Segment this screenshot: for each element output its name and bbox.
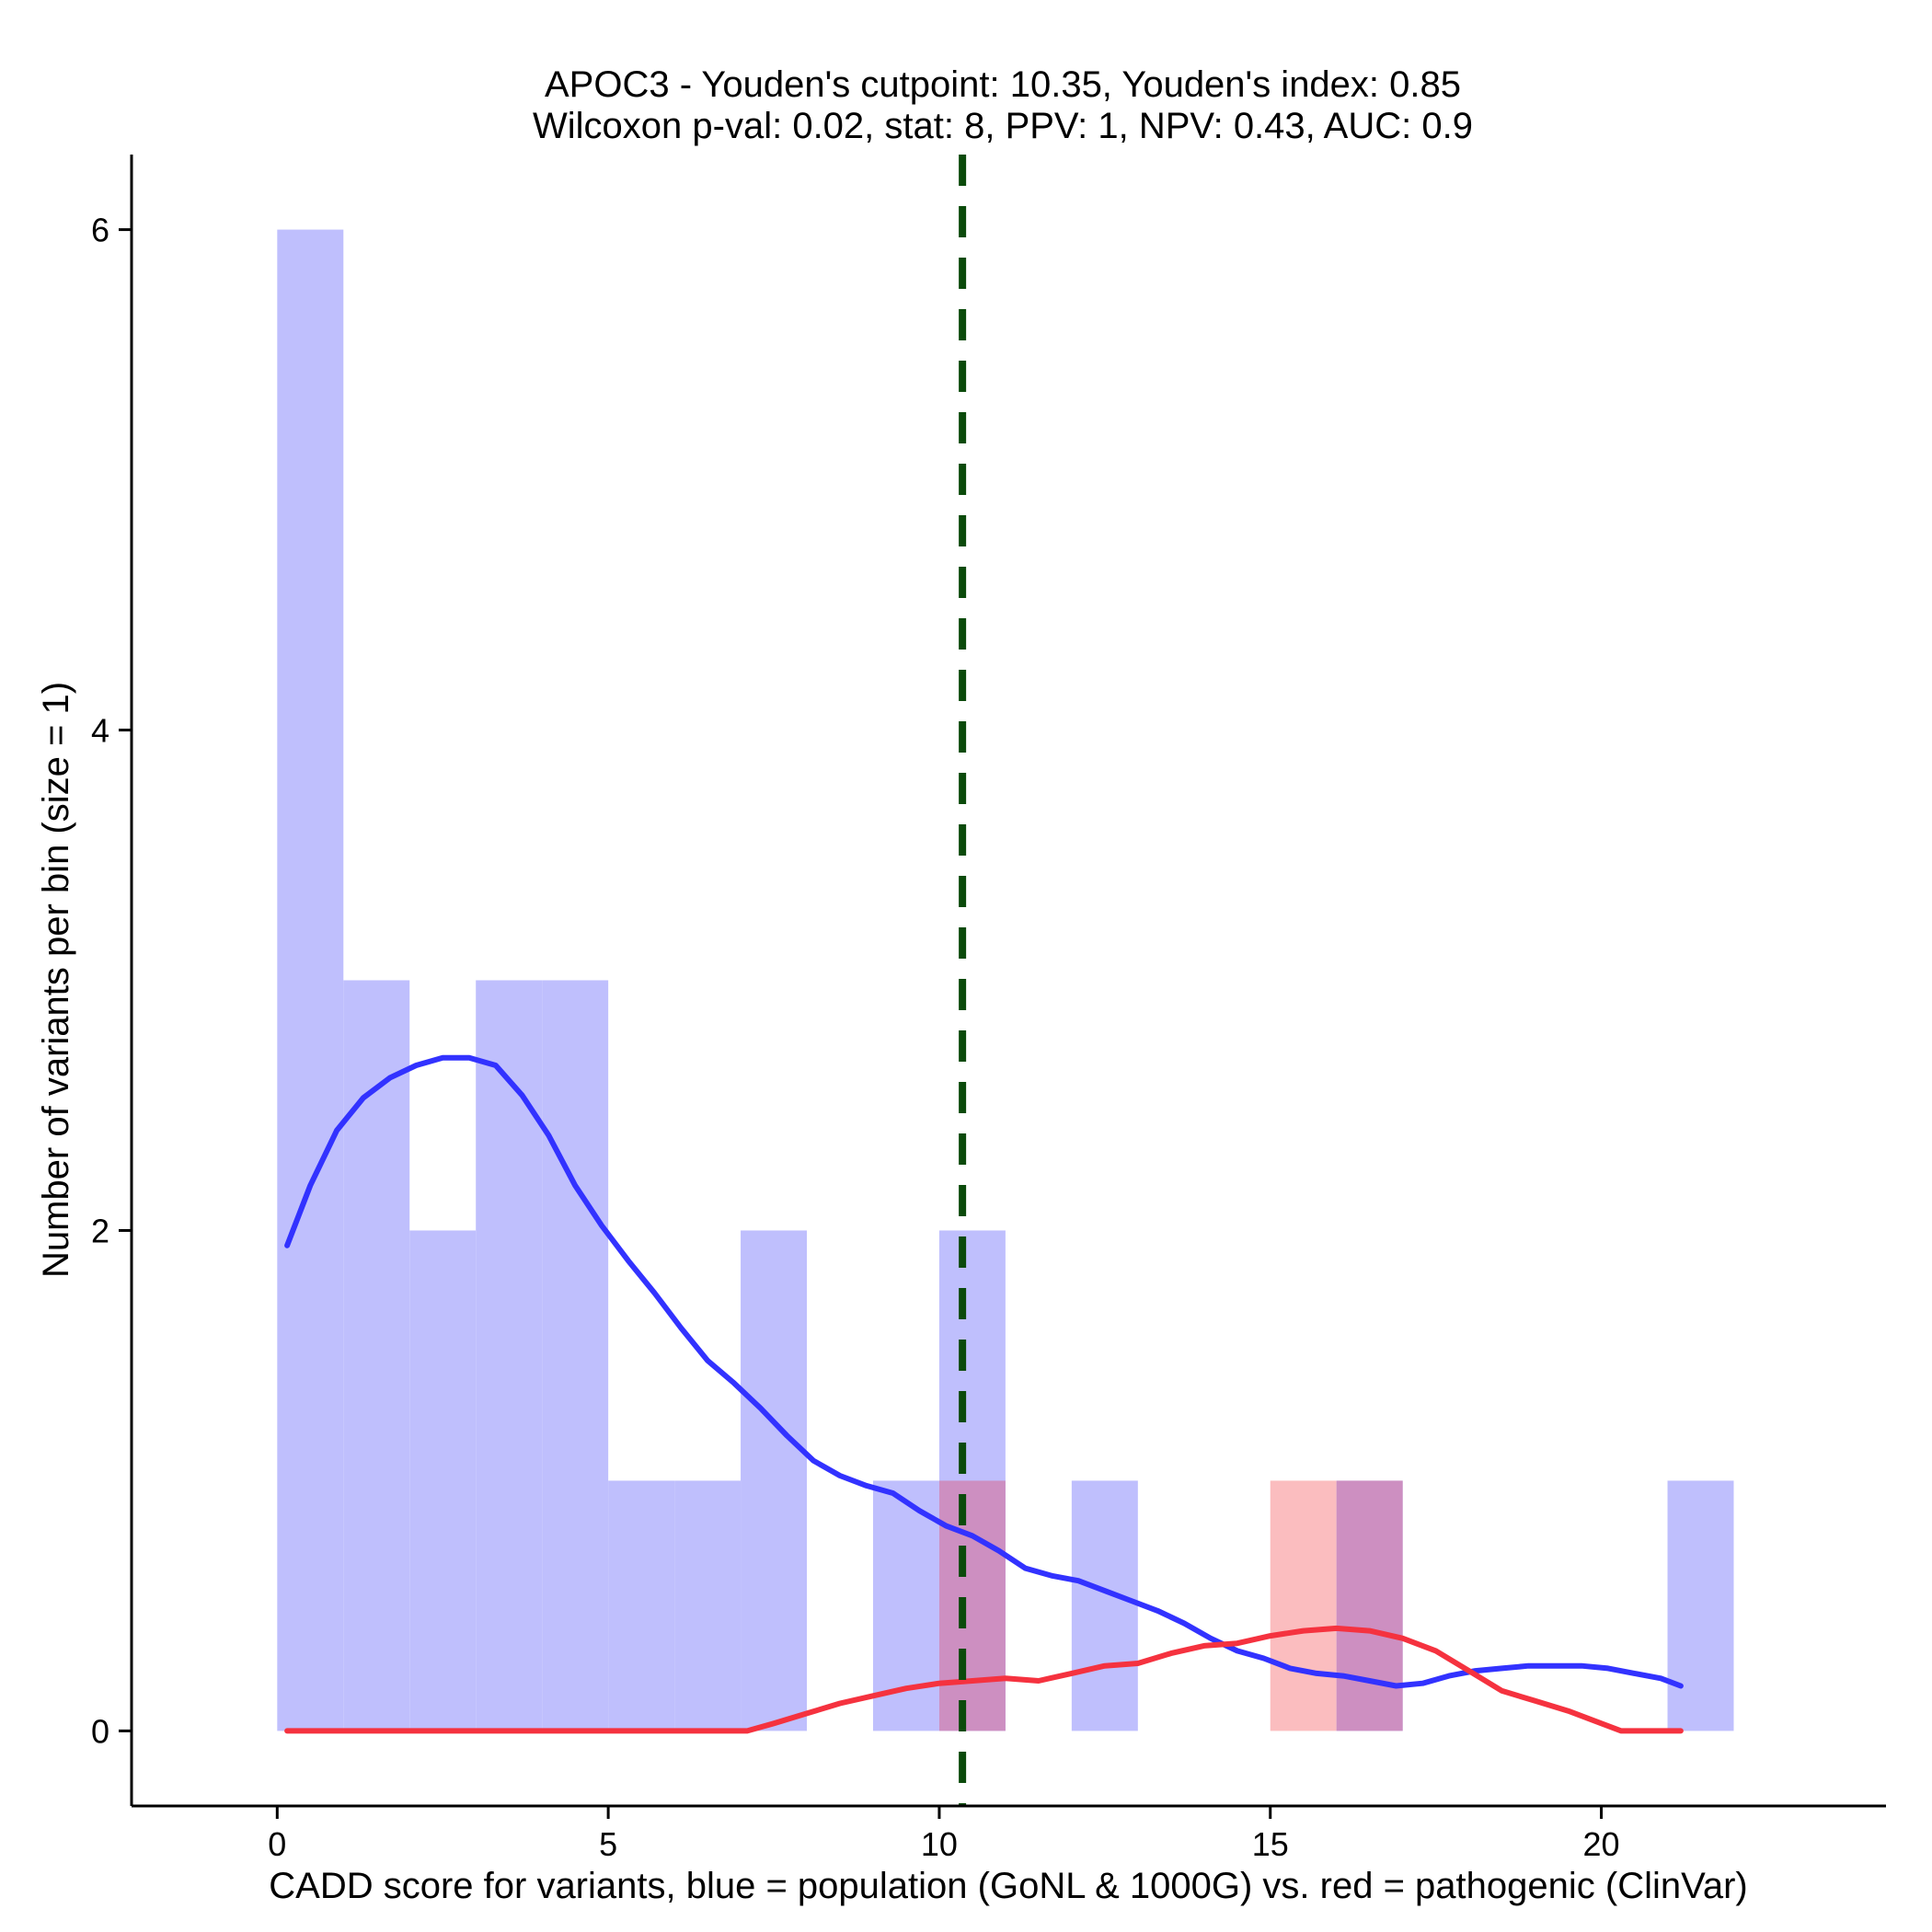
pathogenic-bar-1 xyxy=(1270,1480,1337,1731)
population-density-curve xyxy=(284,1054,1684,1689)
overlap-bar-2 xyxy=(1336,1480,1403,1731)
y-tick-label-2: 2 xyxy=(91,1212,109,1249)
x-tick-label-20: 20 xyxy=(1583,1825,1620,1863)
pathogenic-bars xyxy=(1270,1480,1337,1731)
population-bar-4 xyxy=(542,980,609,1731)
population-bar-7 xyxy=(741,1230,808,1731)
x-tick-label-0: 0 xyxy=(268,1825,286,1863)
chart-title-line-1: APOC3 - Youden's cutpoint: 10.35, Youden… xyxy=(545,64,1461,105)
population-bar-0 xyxy=(277,229,344,1731)
population-bar-12 xyxy=(1667,1480,1734,1731)
overlap-bars xyxy=(938,1480,1403,1731)
population-bar-1 xyxy=(343,980,410,1731)
chart-title-line-2: Wilcoxon p-val: 0.02, stat: 8, PPV: 1, N… xyxy=(533,106,1473,146)
x-axis-ticks: 0 5 10 15 20 xyxy=(268,1806,1620,1863)
population-bar-2 xyxy=(409,1230,477,1731)
y-tick-label-6: 6 xyxy=(91,212,109,249)
population-bar-6 xyxy=(674,1480,742,1731)
population-bar-5 xyxy=(608,1480,675,1731)
x-tick-label-10: 10 xyxy=(921,1825,958,1863)
pathogenic-density-curve xyxy=(284,1625,1684,1734)
population-bar-3 xyxy=(476,980,543,1731)
y-tick-label-0: 0 xyxy=(91,1712,109,1750)
x-tick-label-15: 15 xyxy=(1252,1825,1289,1863)
x-tick-label-5: 5 xyxy=(599,1825,617,1863)
population-bar-10 xyxy=(1071,1480,1138,1731)
y-axis-ticks: 0 2 4 6 xyxy=(91,212,132,1750)
x-axis-label: CADD score for variants, blue = populati… xyxy=(269,1866,1747,1906)
y-tick-label-4: 4 xyxy=(91,712,109,750)
y-axis-label: Number of variants per bin (size = 1) xyxy=(36,682,76,1278)
overlap-bar-0 xyxy=(938,1480,1006,1731)
